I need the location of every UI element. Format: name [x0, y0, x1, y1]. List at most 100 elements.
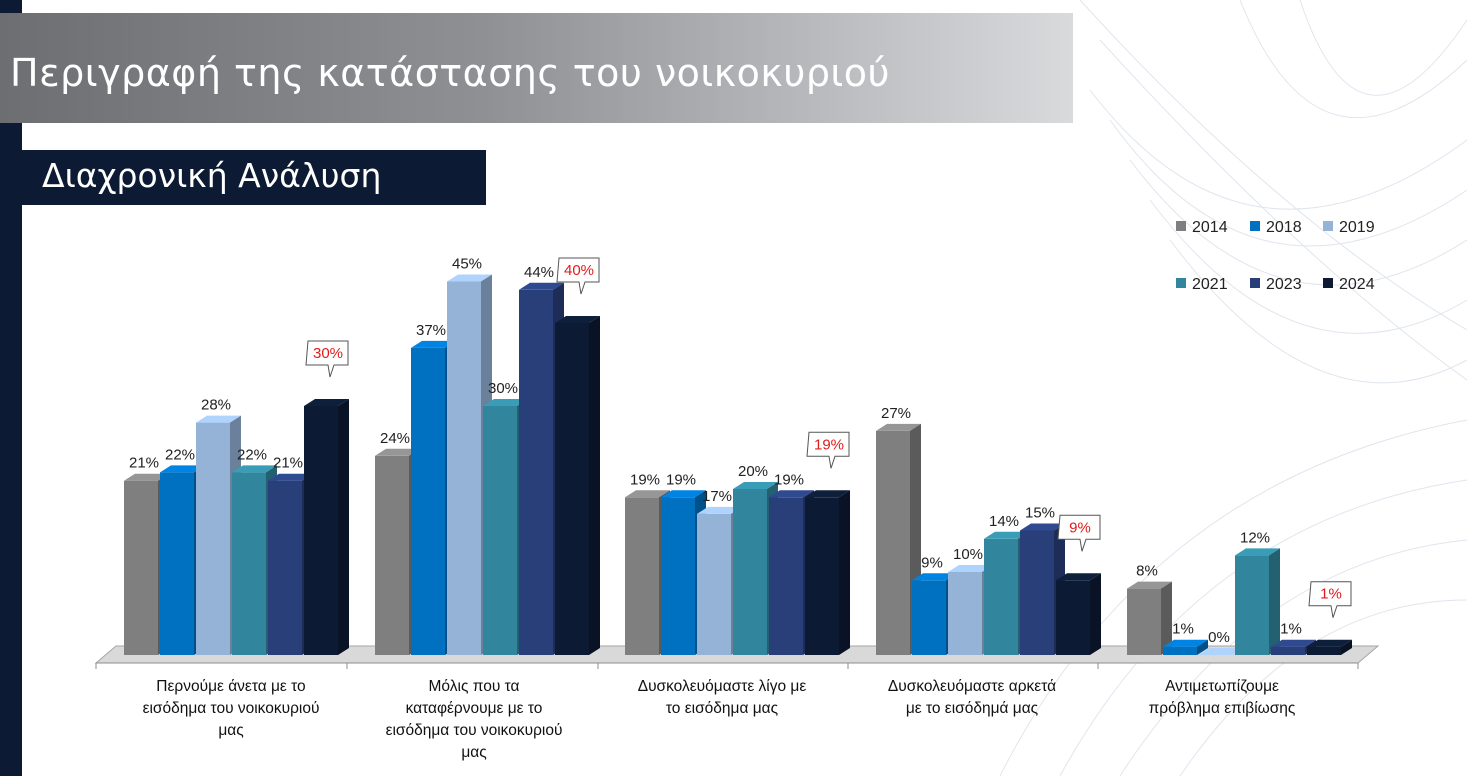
bar-2019-1	[447, 281, 481, 655]
bar-top-2018-4	[1163, 639, 1208, 647]
value-label-2014-0: 21%	[129, 455, 159, 472]
value-label-2014-3: 27%	[881, 405, 911, 422]
bar-top-2024-4	[1307, 639, 1352, 647]
value-label-2019-2: 17%	[702, 488, 732, 505]
category-label-2: Δυσκολευόμαστε λίγο με	[638, 678, 807, 695]
category-label-3: Δυσκολευόμαστε αρκετά	[888, 678, 1056, 695]
page-title: Περιγραφή της κατάστασης του νοικοκυριού	[10, 51, 891, 95]
value-label-2014-1: 24%	[380, 430, 410, 447]
bar-top-2019-1	[447, 274, 492, 282]
bar-top-2014-0	[124, 473, 169, 481]
bar-top-2021-0	[232, 465, 277, 473]
value-label-2018-2: 19%	[666, 471, 696, 488]
value-label-2024-3: 9%	[1069, 519, 1091, 536]
bar-2021-2	[733, 489, 767, 655]
bar-2014-2	[625, 497, 659, 655]
callout-box-2	[806, 431, 850, 469]
value-label-2018-3: 9%	[921, 554, 943, 571]
category-label-3: με το εισόδημά μας	[906, 700, 1038, 717]
bar-top-2014-1	[375, 448, 420, 456]
value-label-2018-4: 1%	[1172, 621, 1194, 638]
legend-label-2014: 2014	[1192, 219, 1228, 236]
subtitle-box: Διαχρονική Ανάλυση	[22, 150, 486, 205]
bar-top-2019-3	[948, 565, 993, 572]
value-label-2024-0: 30%	[313, 345, 343, 362]
legend-label-2021: 2021	[1192, 276, 1228, 293]
value-label-2019-4: 0%	[1208, 629, 1230, 646]
bar-2018-1	[411, 347, 445, 655]
bar-2018-3	[912, 580, 946, 655]
callout-box-4	[1308, 581, 1352, 618]
value-label-2019-1: 45%	[452, 256, 482, 273]
bar-2014-1	[375, 455, 409, 655]
category-label-4: πρόβλημα επιβίωσης	[1149, 700, 1296, 717]
bar-side-2024-1	[589, 316, 600, 655]
value-label-2021-1: 30%	[488, 380, 518, 397]
category-label-0: μας	[218, 722, 243, 739]
legend-swatch-2019	[1323, 221, 1333, 231]
bar-2019-3	[948, 572, 982, 655]
bar-top-2024-2	[805, 490, 850, 498]
value-label-2021-2: 20%	[738, 463, 768, 480]
category-label-0: εισόδημα του νοικοκυριού	[143, 700, 320, 717]
category-label-0: Περνούμε άνετα με το	[156, 678, 305, 695]
bar-top-2023-1	[519, 282, 564, 290]
bar-top-2024-1	[555, 316, 600, 323]
bar-2024-4	[1307, 646, 1341, 655]
bar-top-2018-2	[661, 490, 706, 498]
bar-side-2021-4	[1269, 548, 1280, 655]
bar-side-2024-3	[1090, 573, 1101, 655]
bar-side-2024-2	[839, 490, 850, 655]
bar-top-2021-3	[984, 531, 1029, 539]
category-label-1: καταφέρνουμε με το	[406, 700, 543, 717]
value-label-2024-2: 19%	[814, 436, 844, 453]
bar-2018-2	[661, 497, 695, 655]
bar-top-2018-1	[411, 340, 456, 348]
value-label-2019-3: 10%	[953, 546, 983, 563]
legend-label-2018: 2018	[1266, 219, 1302, 236]
bar-top-2019-4	[1199, 648, 1244, 655]
legend-label-2019: 2019	[1339, 219, 1375, 236]
legend-swatch-2018	[1250, 221, 1260, 231]
callout-box-1	[556, 257, 600, 295]
value-label-2023-3: 15%	[1025, 505, 1055, 522]
category-label-1: εισόδημα του νοικοκυριού	[386, 722, 563, 739]
bar-top-2021-4	[1235, 548, 1280, 556]
bar-2023-2	[769, 497, 803, 655]
bar-2023-0	[268, 480, 302, 655]
value-label-2021-4: 12%	[1240, 529, 1270, 546]
value-label-2024-4: 1%	[1320, 586, 1342, 603]
callout-box-3	[1057, 514, 1101, 552]
bar-2021-0	[232, 472, 266, 655]
value-label-2024-1: 40%	[564, 262, 594, 279]
bar-top-2019-2	[697, 506, 742, 514]
bar-top-2019-0	[196, 415, 241, 423]
bar-top-2023-4	[1271, 639, 1316, 647]
value-label-2014-4: 8%	[1136, 563, 1158, 580]
value-label-2021-0: 22%	[237, 446, 267, 463]
bar-top-2021-2	[733, 482, 778, 489]
bar-2021-1	[483, 406, 517, 655]
bar-2023-1	[519, 289, 553, 655]
bar-2024-0	[304, 406, 338, 655]
bar-top-2021-1	[483, 399, 528, 406]
legend-label-2024: 2024	[1339, 276, 1375, 293]
bar-2023-4	[1271, 646, 1305, 655]
value-label-2021-3: 14%	[989, 513, 1019, 530]
value-label-2014-2: 19%	[630, 471, 660, 488]
legend-label-2023: 2023	[1266, 276, 1302, 293]
legend-swatch-2014	[1176, 221, 1186, 231]
title-bar: Περιγραφή της κατάστασης του νοικοκυριού	[0, 13, 1073, 123]
callout-box-0	[305, 340, 349, 378]
bar-side-2024-0	[338, 399, 349, 655]
value-label-2018-1: 37%	[416, 322, 446, 339]
bar-2021-4	[1235, 555, 1269, 655]
legend-swatch-2021	[1176, 278, 1186, 288]
bar-2023-3	[1020, 530, 1054, 655]
bar-top-2018-3	[912, 573, 957, 581]
bar-2024-1	[555, 323, 589, 655]
value-label-2023-1: 44%	[524, 264, 554, 281]
bar-2024-3	[1056, 580, 1090, 655]
value-label-2018-0: 22%	[165, 446, 195, 463]
